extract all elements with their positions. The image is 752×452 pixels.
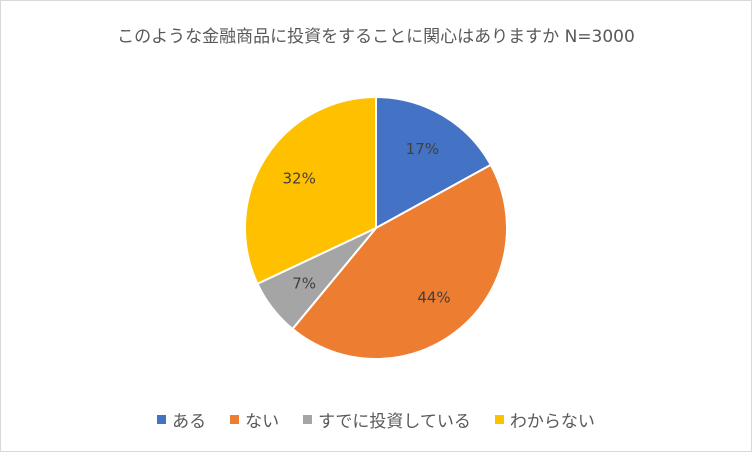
legend-item-1: ある — [157, 407, 206, 432]
data-label-1: 17% — [406, 140, 439, 158]
legend-label-4: わからない — [509, 412, 595, 432]
legend-swatch-4 — [494, 415, 504, 424]
legend-item-4: わからない — [494, 407, 595, 432]
legend-swatch-1 — [157, 415, 167, 424]
pie-slice-4 — [244, 95, 377, 286]
pie-slice-2 — [291, 163, 508, 360]
legend-item-3: すでに投資している — [303, 407, 471, 432]
legend: ある ない すでに投資している わからない — [1, 407, 751, 432]
chart-title: このような金融商品に投資をすることに関心はありますか N=3000 — [117, 27, 635, 47]
data-label-2: 44% — [417, 289, 450, 307]
data-label-4: 32% — [282, 170, 315, 188]
legend-label-2: ない — [245, 412, 280, 432]
pie-slice-1 — [375, 95, 493, 230]
legend-label-1: ある — [172, 412, 207, 432]
legend-swatch-3 — [303, 415, 313, 424]
legend-label-3: すでに投資している — [318, 412, 471, 432]
legend-item-2: ない — [230, 407, 279, 432]
legend-swatch-2 — [230, 415, 240, 424]
data-label-3: 7% — [292, 274, 316, 292]
